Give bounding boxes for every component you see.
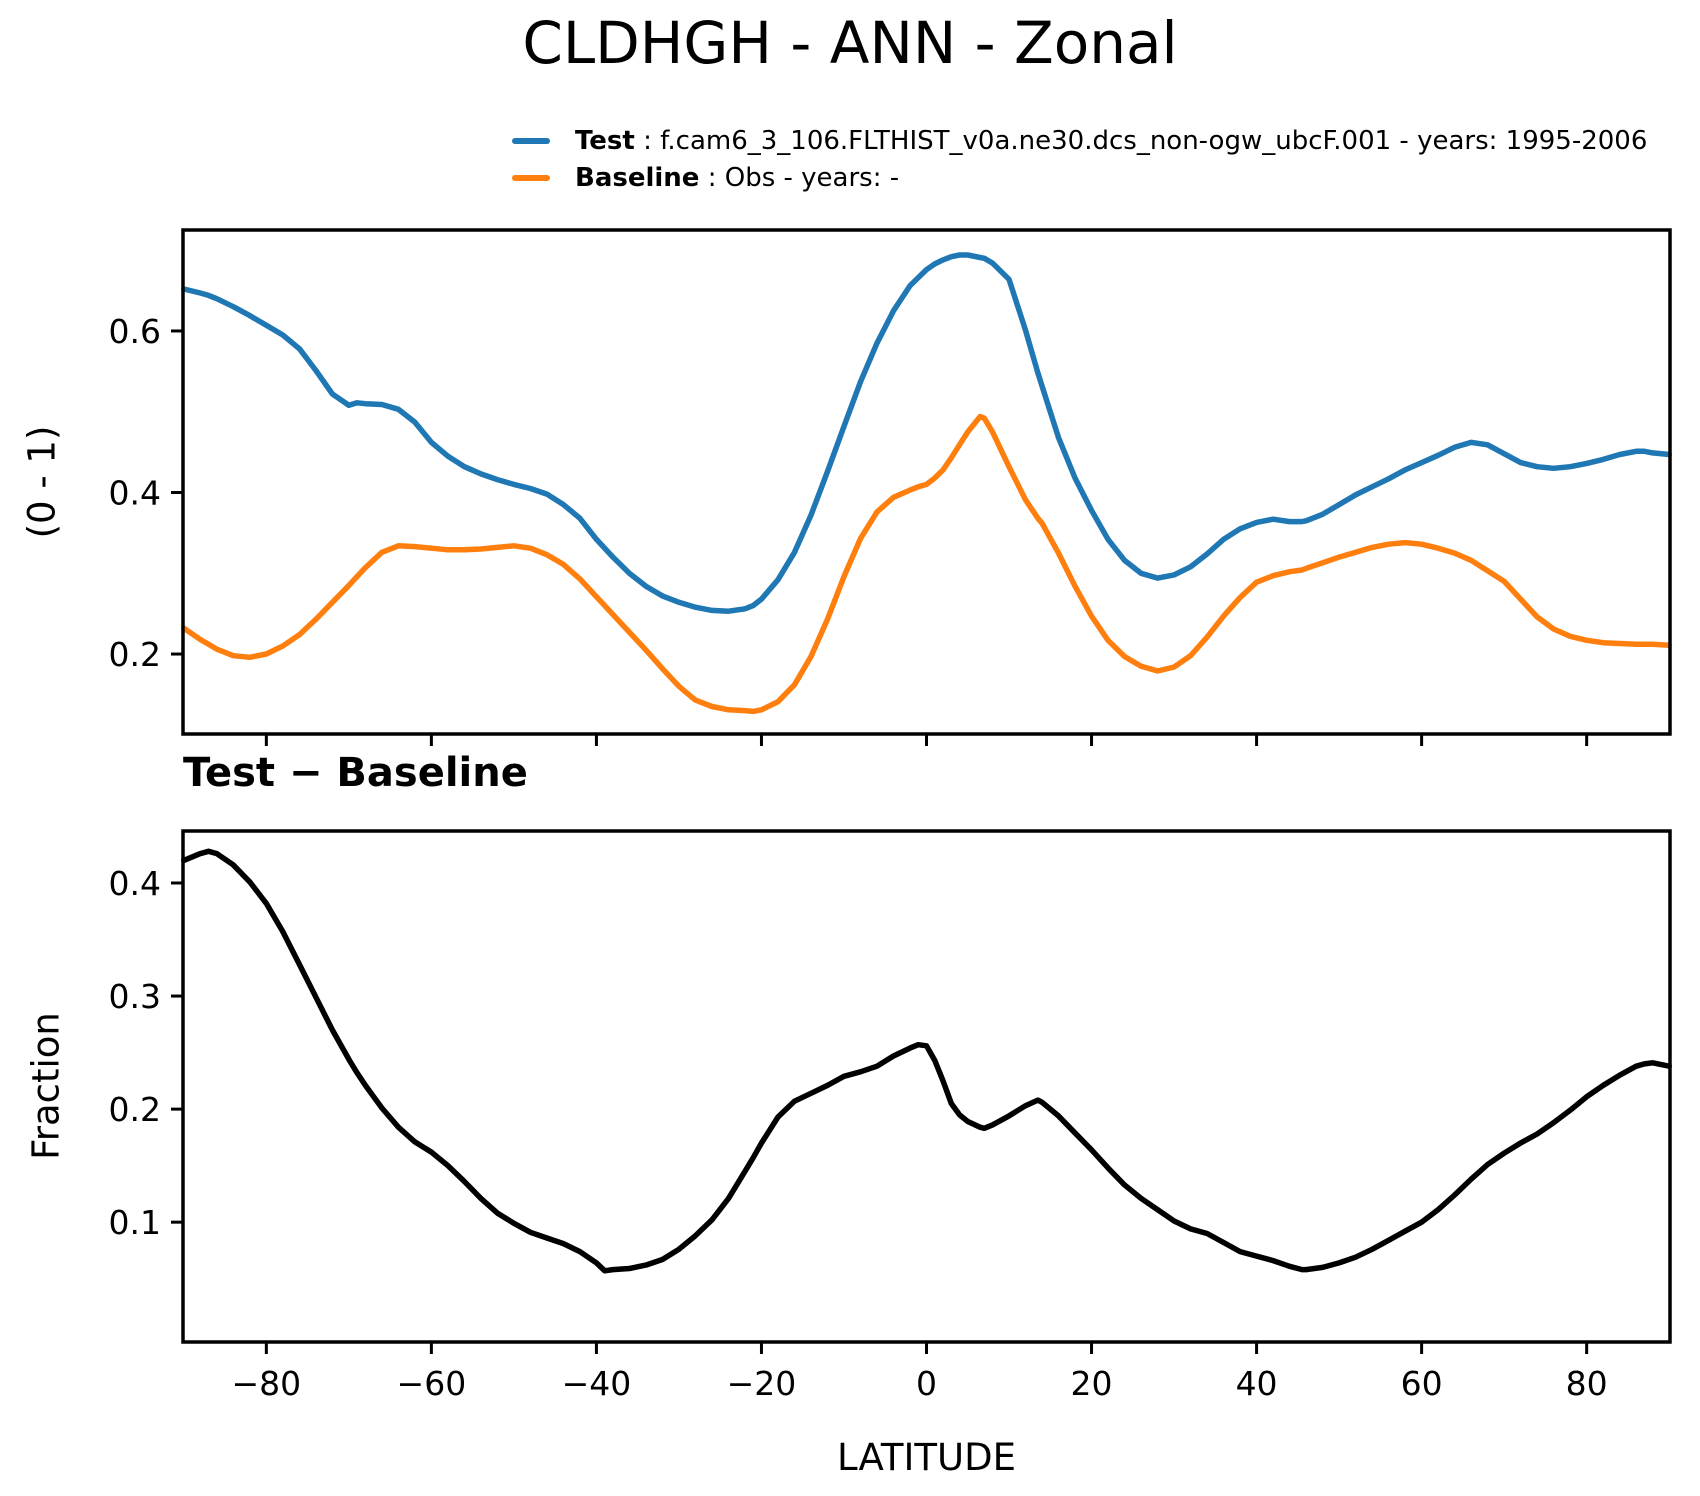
bottom-chart-canvas: −80 −60 −40 −20 0 20 40 60 80 0.1 0.2 0.3 0.4 <box>109 829 1672 1403</box>
x-axis-label: LATITUDE <box>837 1436 1016 1479</box>
x-tick-label: 0 <box>916 1364 937 1403</box>
series-line-baseline <box>181 413 1672 715</box>
y-tick-label: 0.4 <box>109 474 161 513</box>
x-tick-label: −40 <box>562 1364 632 1403</box>
bottom-y-axis-label: Fraction <box>24 1012 68 1160</box>
y-tick-label: 0.1 <box>109 1203 161 1242</box>
diff-panel-title: Test − Baseline <box>183 750 528 796</box>
x-tick-label: 80 <box>1566 1364 1608 1403</box>
figure-title: CLDHGH - ANN - Zonal <box>522 9 1178 77</box>
legend-label: Baseline : Obs - years: - <box>575 163 900 193</box>
x-tick-label: −80 <box>232 1364 302 1403</box>
x-tick-label: 60 <box>1401 1364 1443 1403</box>
y-tick-label: 0.4 <box>109 864 161 903</box>
series-line-test-baseline <box>181 848 1672 1274</box>
x-tick-label: 20 <box>1071 1364 1113 1403</box>
legend-swatch-baseline <box>512 175 550 181</box>
x-tick-label: 40 <box>1236 1364 1278 1403</box>
x-tick-label: −20 <box>727 1364 797 1403</box>
legend-swatch-test <box>512 138 550 144</box>
series-line-test <box>181 252 1672 614</box>
axes-border <box>181 228 1672 736</box>
legend-label: Test : f.cam6_3_106.FLTHIST_v0a.ne30.dcs… <box>575 126 1648 156</box>
y-tick-label: 0.2 <box>109 635 161 674</box>
y-tick-label: 0.2 <box>109 1090 161 1129</box>
y-tick-label: 0.6 <box>109 312 161 351</box>
axes-border <box>181 829 1672 1344</box>
y-tick-label: 0.3 <box>109 977 161 1016</box>
top-y-axis-label: (0 - 1) <box>20 425 64 539</box>
top-chart-canvas: 0.2 0.4 0.6 <box>109 228 1672 746</box>
x-tick-label: −60 <box>397 1364 467 1403</box>
